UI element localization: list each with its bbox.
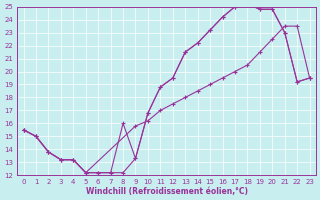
X-axis label: Windchill (Refroidissement éolien,°C): Windchill (Refroidissement éolien,°C) bbox=[85, 187, 248, 196]
